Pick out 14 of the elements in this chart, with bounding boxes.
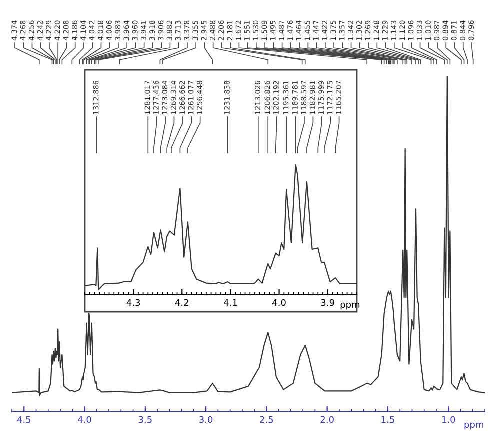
x-tick-label: 4.1	[224, 299, 238, 306]
x-tick-label: 3.5	[138, 416, 152, 424]
x-tick-label: 4.2	[175, 299, 188, 306]
x-tick-label: 2.0	[320, 416, 334, 424]
x-axis-title: ppm	[464, 422, 484, 430]
x-tick-label: 1.0	[442, 416, 456, 424]
x-tick-label: 1.5	[382, 416, 394, 424]
x-tick-label: 3.9	[321, 299, 334, 306]
x-tick-label: 2.5	[260, 416, 274, 424]
x-tick-label: 4.5	[17, 416, 31, 424]
x-tick-label: 4.0	[78, 416, 92, 424]
x-tick-label: 4.3	[126, 299, 140, 306]
x-tick-label: 4.0	[272, 299, 286, 306]
x-tick-label: 3.0	[200, 416, 213, 424]
